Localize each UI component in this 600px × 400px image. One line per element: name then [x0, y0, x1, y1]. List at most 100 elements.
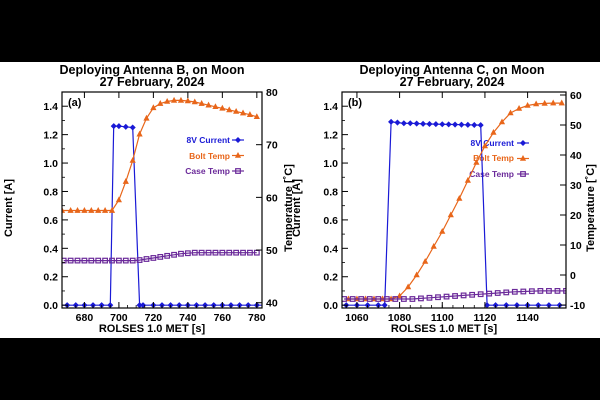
chart-b-series-bolt-temp-point — [541, 99, 548, 106]
chart-a-y2tick-label: 60 — [266, 192, 278, 204]
chart-b-series-case-temp-point — [494, 290, 501, 296]
chart-b-series-bolt-temp-point — [464, 176, 471, 183]
chart-a-series-bolt-temp-point — [212, 103, 219, 110]
chart-a-ytick-label: 0.6 — [43, 215, 58, 227]
chart-a-ytick-label: 0.0 — [43, 300, 58, 312]
chart-a-series-current-line — [62, 125, 262, 306]
chart-b-ytick-label: 1.4 — [323, 101, 338, 113]
chart-b-series-bolt-temp-point — [558, 99, 565, 106]
chart-a-series-bolt-temp-point — [122, 178, 129, 184]
chart-b-ylabel: Current [A] — [291, 179, 303, 237]
chart-a-series-bolt-temp-point — [205, 101, 212, 108]
chart-a-ylabel: Current [A] — [3, 179, 15, 237]
chart-a-series-case-temp-point — [150, 255, 157, 261]
chart-a-series-current-point — [122, 123, 129, 130]
chart-b-y2tick-label: 0 — [570, 270, 576, 282]
chart-b-series-current-line — [342, 121, 566, 306]
chart-b-y2label: Temperature [˚C] — [585, 164, 597, 252]
chart-a-ytick-label: 1.2 — [43, 130, 58, 142]
chart-b-series-bolt-temp-line — [348, 102, 562, 300]
chart-b-series-case-temp-point — [383, 296, 390, 302]
chart-b-series-case-temp-point — [546, 288, 552, 294]
chart-b-series-bolt-temp-point — [550, 99, 557, 106]
chart-a-ytick-label: 0.4 — [43, 243, 58, 255]
chart-a-series-case-temp-point — [178, 250, 184, 257]
chart-b-panel-label: (b) — [348, 97, 362, 109]
chart-a-series-bolt-temp-point — [95, 206, 102, 213]
chart-b-series-case-temp-point — [426, 294, 433, 301]
chart-b-series-bolt-temp-point — [439, 227, 446, 234]
chart-a-ytick-label: 0.8 — [43, 186, 58, 198]
chart-b-series-current-point — [471, 121, 478, 128]
chart-a-panel-label: (a) — [68, 97, 82, 109]
chart-a-series-case-temp-point — [184, 250, 191, 257]
chart-a-series-bolt-temp-point — [88, 206, 95, 213]
chart-b-series-case-temp-point — [349, 296, 356, 302]
chart-b-series-case-temp-point — [511, 288, 518, 295]
chart-b-ytick-label: 1.0 — [323, 158, 338, 170]
chart-a-y2tick-label: 50 — [266, 245, 278, 257]
chart-b-xtick-label: 1080 — [388, 312, 412, 324]
chart-b-series-case-temp-point — [366, 296, 373, 302]
chart-a-series-current-point — [129, 124, 136, 131]
chart-a-series-case-temp-point — [67, 257, 74, 264]
chart-b-series-bolt-temp-point — [507, 109, 514, 116]
chart-a-series-case-temp-point — [226, 249, 233, 256]
chart-b-ytick-label: 0.6 — [323, 215, 338, 227]
chart-a-series-bolt-temp-point — [246, 111, 254, 117]
chart-b-series-case-temp-point — [503, 289, 510, 296]
chart-b-ytick-label: 1.2 — [323, 130, 338, 142]
chart-a-xtick-label: 740 — [179, 312, 197, 324]
chart-a-series-bolt-temp-point — [81, 206, 88, 213]
chart-b-series-bolt-temp-point — [524, 101, 531, 108]
chart-a-series-case-temp-point — [88, 257, 95, 264]
chart-a-series-case-temp-point — [219, 249, 226, 256]
chart-b-series-bolt-temp-point — [413, 271, 420, 278]
chart-b-series-current-point — [400, 120, 407, 127]
chart-a-xtick-label: 780 — [248, 312, 266, 324]
chart-a-series-bolt-temp-point — [164, 97, 171, 104]
chart-b-xlabel: ROLSES 1.0 MET [s] — [391, 323, 498, 335]
chart-a-y2tick-label: 70 — [266, 140, 278, 152]
chart-a-series-case-temp-point — [157, 253, 164, 260]
chart-b-legend-case-label: Case Temp — [469, 169, 514, 179]
chart-a-series-case-temp-point — [95, 257, 102, 264]
chart-b-title-line2: 27 February, 2024 — [400, 75, 505, 89]
chart-a-ytick-label: 1.0 — [43, 158, 58, 170]
chart-b-series-current-point — [477, 122, 484, 129]
chart-b-series-case-temp-point — [477, 291, 484, 298]
chart-b-series-case-temp-point — [563, 288, 566, 294]
chart-b-series-current-point — [445, 121, 452, 128]
chart-b-y2tick-label: 10 — [570, 240, 582, 252]
chart-b-series-case-temp-point — [443, 293, 450, 300]
chart-b-series-current-point — [426, 120, 433, 127]
chart-a-series-case-temp-point — [198, 249, 205, 256]
chart-b-title-line1: Deploying Antenna C, on Moon — [360, 63, 545, 77]
chart-b-series-case-temp-point — [452, 293, 458, 299]
chart-b-xtick-label: 1140 — [516, 312, 539, 324]
chart-a-series-bolt-temp-point — [102, 206, 109, 213]
chart-b-legend-current-marker — [519, 139, 527, 147]
chart-a-series-bolt-temp-point — [129, 156, 136, 163]
chart-b-y2tick-label: 60 — [570, 90, 582, 102]
chart-a-ytick-label: 1.4 — [43, 101, 58, 113]
chart-a-series-bolt-temp-point — [74, 206, 81, 213]
chart-a-series-case-temp-point — [164, 252, 171, 259]
chart-b-series-bolt-temp-point — [396, 292, 403, 299]
chart-b-series-group — [342, 99, 566, 308]
chart-b-series-case-temp-point — [342, 296, 348, 302]
chart-a-xtick-label: 680 — [76, 312, 94, 324]
chart-b-plot: 1060 1080 1100 1120 11400.00.20.40.60.81.01.… — [323, 90, 585, 324]
chart-a-legend-case-marker — [235, 168, 241, 174]
chart-b-series-case-temp-point — [469, 291, 476, 298]
chart-a-y2tick-label: 40 — [266, 298, 278, 310]
chart-b-xtick-label: 1060 — [345, 312, 369, 324]
chart-b-series-bolt-temp-point — [422, 257, 429, 264]
chart-b-y2tick-label: 50 — [570, 120, 582, 132]
chart-a-series-case-temp-point — [74, 257, 81, 264]
chart-b-ytick-label: 0.4 — [323, 243, 338, 255]
chart-b-series-case-temp-point — [409, 296, 416, 302]
chart-a-legend-current-marker — [234, 136, 242, 144]
chart-b-series-case-temp-point — [375, 296, 382, 302]
chart-b-series-bolt-temp-point — [473, 158, 480, 165]
